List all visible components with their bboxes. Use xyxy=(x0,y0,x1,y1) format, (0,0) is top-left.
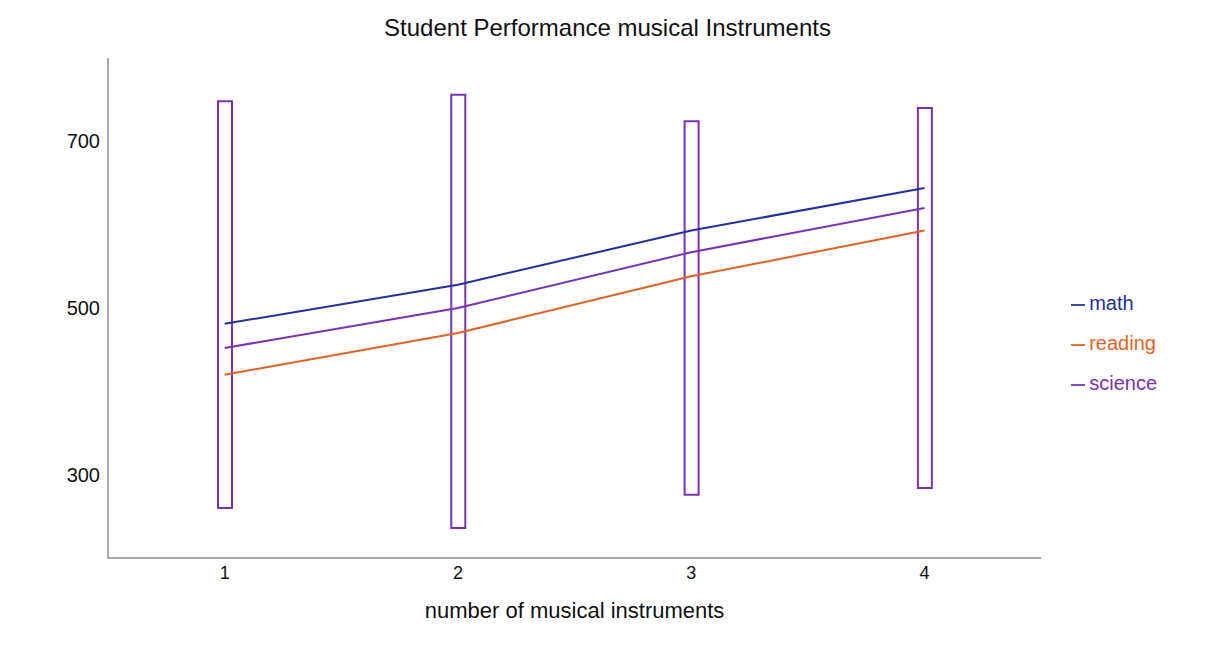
svg-text:3: 3 xyxy=(686,563,696,583)
html-text:Student Performance musical In: Student Performance musical Instruments xyxy=(384,14,831,41)
svg-text:4: 4 xyxy=(920,563,930,583)
html-text:math: math xyxy=(1089,292,1134,314)
svg-text:300: 300 xyxy=(67,464,100,486)
html-text:reading: reading xyxy=(1089,332,1156,354)
svg-text:1: 1 xyxy=(220,563,230,583)
html-text:science: science xyxy=(1089,372,1157,394)
svg-text:700: 700 xyxy=(67,130,100,152)
svg-text:number of musical instruments: number of musical instruments xyxy=(425,598,725,623)
svg-text:500: 500 xyxy=(67,297,100,319)
svg-text:2: 2 xyxy=(453,563,463,583)
